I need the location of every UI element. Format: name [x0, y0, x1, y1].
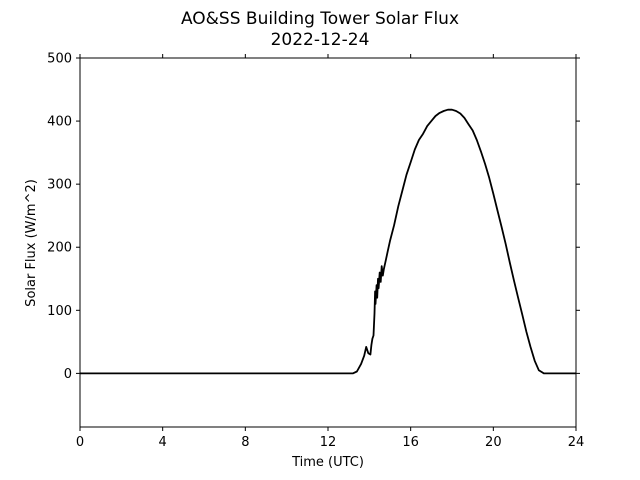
plot-frame: [79, 57, 577, 428]
chart-title: AO&SS Building Tower Solar Flux: [181, 9, 459, 29]
x-tick-label-0: 0: [76, 435, 84, 450]
y-tick-label-4: 400: [47, 115, 72, 130]
x-tick-label-1: 4: [159, 435, 167, 450]
y-tick-label-2: 200: [47, 241, 72, 256]
flux-series-line: [80, 108, 576, 375]
x-tick-label-6: 24: [568, 435, 585, 450]
y-axis-label: Solar Flux (W/m^2): [24, 179, 39, 307]
plot-area: [80, 58, 576, 427]
y-tick-label-0: 0: [64, 367, 72, 382]
axis-ticks: 0 4 8 12 16 20 24 0 100 200 300 400 500: [47, 52, 584, 451]
y-tick-label-1: 100: [47, 304, 72, 319]
x-tick-label-4: 16: [402, 435, 419, 450]
x-axis-label: Time (UTC): [291, 455, 364, 470]
x-tick-label-5: 20: [485, 435, 502, 450]
y-tick-label-5: 500: [47, 52, 72, 67]
y-tick-label-3: 300: [47, 178, 72, 193]
x-tick-label-2: 8: [241, 435, 249, 450]
chart-subtitle: 2022-12-24: [271, 30, 370, 50]
x-tick-label-3: 12: [320, 435, 337, 450]
